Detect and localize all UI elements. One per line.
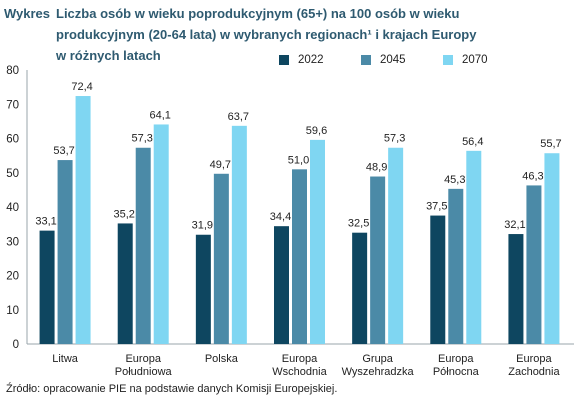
data-label: 53,7 xyxy=(53,145,74,157)
bar xyxy=(508,234,524,344)
category-label: Europa xyxy=(516,353,552,365)
bar xyxy=(466,150,482,344)
y-tick-label: 60 xyxy=(6,134,19,146)
category-label: Wschodnia xyxy=(272,366,327,378)
bar xyxy=(195,234,211,344)
bar xyxy=(153,124,169,345)
data-label: 59,6 xyxy=(306,125,327,137)
legend-swatch-2045 xyxy=(361,55,371,65)
legend-item-2070: 2070 xyxy=(443,54,488,66)
bar xyxy=(430,215,446,344)
bar xyxy=(388,147,404,344)
legend-swatch-2022 xyxy=(279,55,289,65)
bar xyxy=(75,96,91,344)
data-label: 72,4 xyxy=(71,81,92,93)
category-label: Europa xyxy=(282,353,318,365)
legend-label-2070: 2070 xyxy=(462,54,488,66)
y-tick-label: 20 xyxy=(6,271,19,283)
bar xyxy=(117,223,133,344)
bar xyxy=(526,185,542,344)
bar xyxy=(292,169,307,344)
data-label: 31,9 xyxy=(192,220,213,232)
bar xyxy=(544,153,560,344)
data-label: 32,1 xyxy=(504,219,525,231)
bar xyxy=(231,125,247,344)
category-label: Południowa xyxy=(115,366,173,378)
data-label: 56,4 xyxy=(462,136,483,148)
bar xyxy=(448,188,464,344)
title-line-3: w różnych latach xyxy=(56,48,161,63)
legend-label-2022: 2022 xyxy=(298,54,324,66)
data-label: 55,7 xyxy=(540,138,561,150)
bar xyxy=(57,160,73,344)
data-label: 63,7 xyxy=(228,111,249,123)
data-label: 37,5 xyxy=(426,201,447,213)
category-label: Północna xyxy=(433,366,480,378)
title-lead: Wykres xyxy=(4,6,51,21)
y-tick-label: 70 xyxy=(6,99,19,111)
category-label: Polska xyxy=(205,353,239,365)
data-label: 46,3 xyxy=(522,170,543,182)
y-tick-label: 30 xyxy=(6,236,19,248)
data-label: 57,3 xyxy=(384,133,405,145)
data-label: 64,1 xyxy=(150,109,171,121)
title-line-2: produkcyjnym (20-64 lata) w wybranych re… xyxy=(56,27,477,42)
bar xyxy=(213,173,229,344)
category-label: Wyszehradzka xyxy=(342,366,415,378)
data-label: 45,3 xyxy=(444,174,465,186)
data-label: 35,2 xyxy=(114,208,135,220)
category-label: Grupa xyxy=(362,353,393,365)
y-tick-label: 40 xyxy=(6,202,19,214)
legend-item-2022: 2022 xyxy=(279,54,324,66)
bar xyxy=(352,232,368,344)
data-label: 49,7 xyxy=(210,159,231,171)
y-tick-label: 50 xyxy=(6,168,19,180)
legend-label-2045: 2045 xyxy=(380,54,406,66)
y-tick-label: 0 xyxy=(13,339,19,351)
data-label: 57,3 xyxy=(132,133,153,145)
category-label: Litwa xyxy=(52,353,79,365)
y-tick-label: 10 xyxy=(6,305,19,317)
legend-item-2045: 2045 xyxy=(361,54,406,66)
bar xyxy=(370,176,386,344)
data-label: 48,9 xyxy=(366,162,387,174)
category-label: Europa xyxy=(125,353,161,365)
bar xyxy=(39,230,55,344)
data-label: 51,0 xyxy=(288,154,309,166)
legend-swatch-2070 xyxy=(443,55,453,65)
y-tick-label: 80 xyxy=(6,65,19,77)
data-label: 34,4 xyxy=(270,211,291,223)
bar xyxy=(310,139,325,344)
source-note: Źródło: opracowanie PIE na podstawie dan… xyxy=(6,383,338,395)
category-label: Europa xyxy=(438,353,474,365)
bar xyxy=(274,226,289,344)
bar xyxy=(135,147,151,344)
data-label: 33,1 xyxy=(35,216,56,228)
title-line-1: Liczba osób w wieku poprodukcyjnym (65+)… xyxy=(56,6,460,21)
category-label: Zachodnia xyxy=(508,366,560,378)
data-label: 32,5 xyxy=(348,218,369,230)
